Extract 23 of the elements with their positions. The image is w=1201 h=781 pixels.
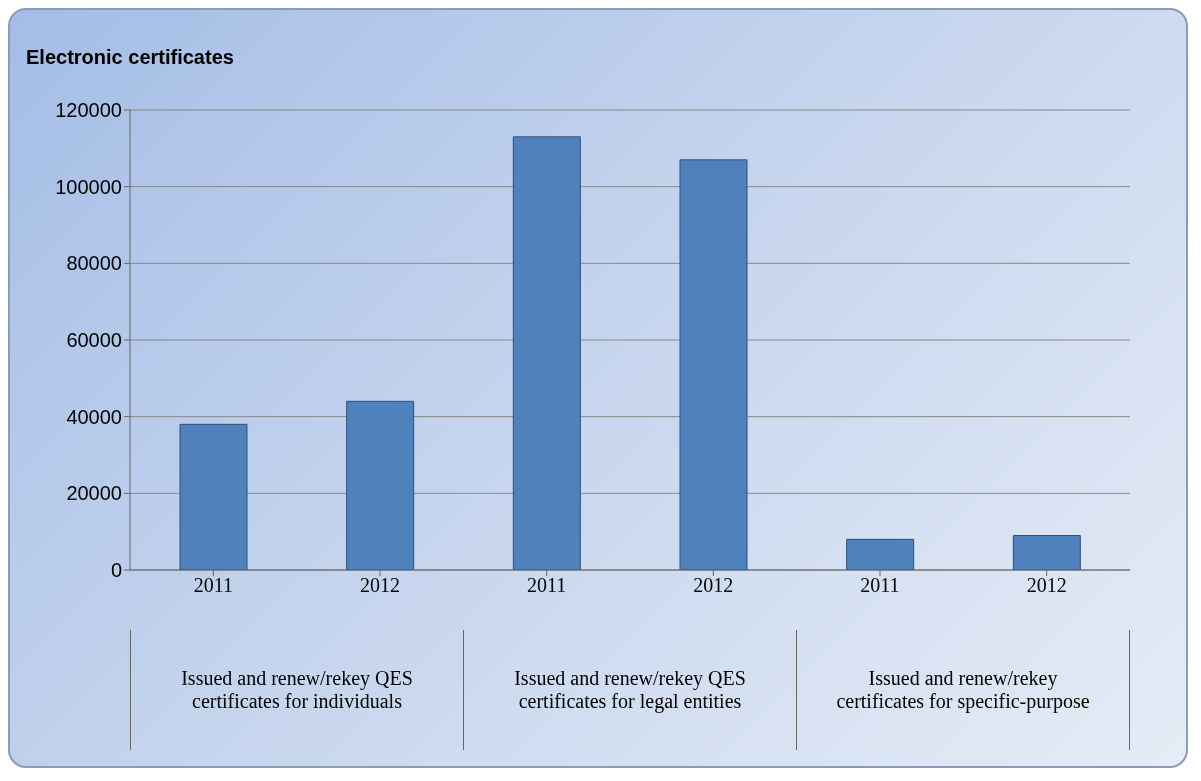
chart-title: Electronic certificates <box>26 46 234 69</box>
y-tick-label: 40000 <box>66 405 122 428</box>
y-tick-label: 120000 <box>55 99 122 122</box>
bar <box>679 159 748 570</box>
bar <box>846 538 915 570</box>
x-tick-label: 2011 <box>860 574 900 597</box>
y-tick-label: 0 <box>110 559 122 582</box>
y-tick-label: 20000 <box>66 482 122 505</box>
text: Issued and renew/rekey certificates for specific-purpose <box>796 630 1130 750</box>
x-tick-label: 2011 <box>527 574 567 597</box>
bar <box>346 400 415 570</box>
x-tick-label: 2012 <box>1026 574 1067 597</box>
text: Issued and renew/rekey QES certificates for individuals <box>130 630 463 750</box>
bar <box>179 423 248 570</box>
x-tick-label: 2012 <box>360 574 400 597</box>
x-tick-label: 2011 <box>193 574 233 597</box>
y-tick-label: 80000 <box>66 252 122 275</box>
y-tick-label: 60000 <box>66 329 122 352</box>
bar <box>512 136 581 570</box>
y-tick-label: 100000 <box>55 175 122 198</box>
bar <box>1012 535 1081 570</box>
x-tick-label: 2012 <box>693 574 734 597</box>
text: Issued and renew/rekey QES certificates for legal entities <box>463 630 796 750</box>
